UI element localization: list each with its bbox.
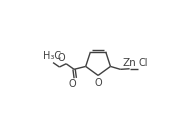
Text: O: O xyxy=(57,53,65,63)
Text: O: O xyxy=(94,77,102,87)
Text: O: O xyxy=(69,79,76,89)
Text: Zn: Zn xyxy=(123,58,136,68)
Text: Cl: Cl xyxy=(139,58,148,68)
Text: H₃C: H₃C xyxy=(43,51,62,61)
